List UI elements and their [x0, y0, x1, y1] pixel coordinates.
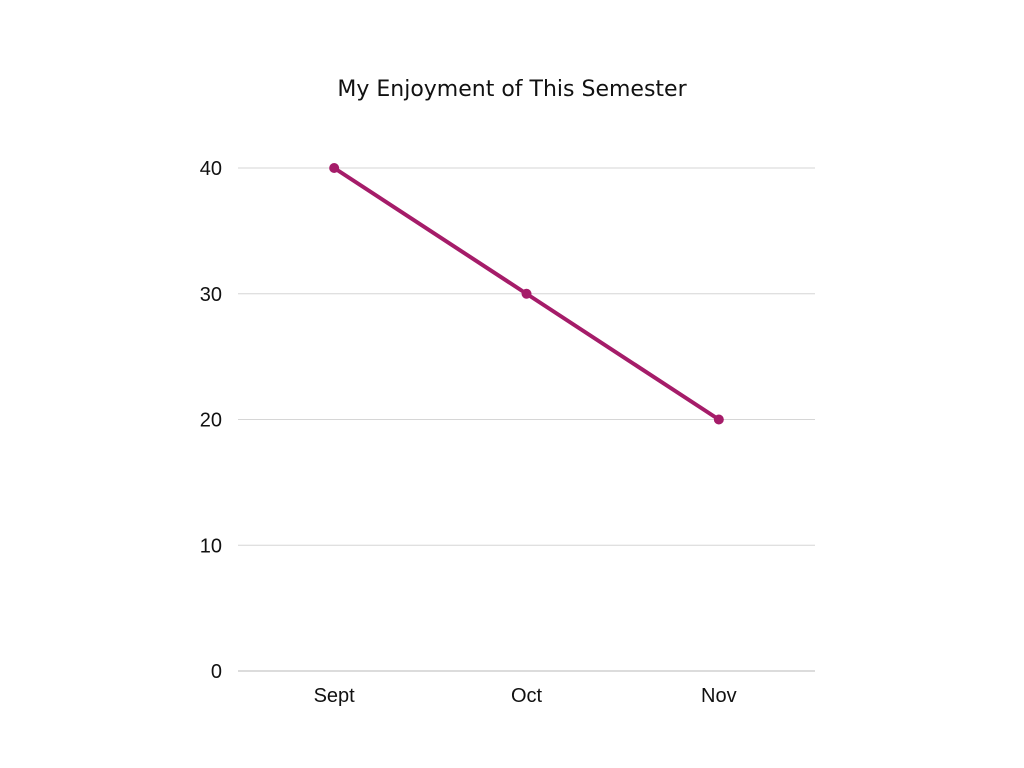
chart-title: My Enjoyment of This Semester [337, 77, 687, 102]
series-layer [329, 163, 724, 425]
y-tick-label-20: 20 [200, 410, 222, 432]
data-point-sept [329, 163, 340, 173]
x-tick-label-sept: Sept [314, 685, 356, 707]
x-tick-label-nov: Nov [701, 685, 737, 707]
y-tick-label-40: 40 [200, 158, 222, 180]
x-tick-label-oct: Oct [511, 685, 543, 707]
data-point-oct [521, 288, 532, 299]
y-tick-label-0: 0 [211, 661, 222, 683]
gridlines [238, 167, 815, 672]
y-axis-tick-labels: 0 10 20 30 40 [200, 158, 222, 683]
data-point-nov [713, 414, 724, 425]
y-tick-label-10: 10 [200, 535, 222, 557]
y-tick-label-30: 30 [200, 284, 222, 306]
x-axis-tick-labels: Sept Oct Nov [314, 685, 737, 707]
